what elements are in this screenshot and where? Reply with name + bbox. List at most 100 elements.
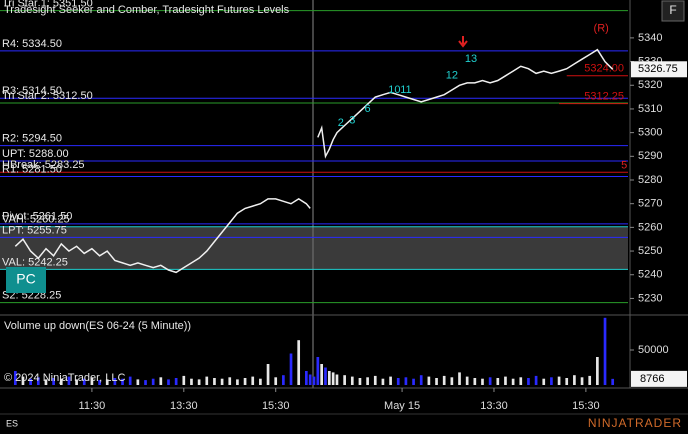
level-label: R2: 5294.50 [2,133,62,145]
volume-bar [596,357,599,385]
annotation: 2 [338,117,344,129]
volume-bar [335,374,339,385]
volume-bar [550,377,553,385]
y-tick-label: 5280 [638,174,662,186]
y-tick-label: 5260 [638,221,662,233]
annotation: 3 [349,115,355,127]
volume-bar [496,378,500,385]
y-tick-label: 5250 [638,245,662,257]
volume-bar [381,378,385,385]
arrow [458,36,468,48]
levels: Tri Star 1: 5351.50 R4: 5334.50 R3: 5314.5… [0,0,628,304]
volume-bar [324,367,327,385]
volume-bar [504,376,507,385]
volume-bar [98,380,101,385]
volume-bar [327,371,331,385]
volume-bar [121,378,124,385]
level-label: UPT: 5288.00 [2,148,69,160]
level-label: Tri Star 2: 5312.50 [2,90,93,102]
volume-bar [373,375,377,385]
y-tick-label: 5240 [638,269,662,281]
plot: 2 36 10 11 12 13 (R) 5 [13,22,627,385]
volume-bar [488,377,492,385]
volume-bar [603,317,607,385]
volume-bar [128,376,132,385]
volume-bar [174,378,178,385]
level-label: HBreak: 5283.25 [2,159,85,171]
volume-bar [213,378,216,385]
volume-y-tick-label: 50000 [638,344,669,356]
volume-bar [167,379,170,385]
volume-bar [67,376,71,385]
level-label: R3: 5314.50 [2,85,62,97]
volume-bar [13,371,17,385]
annotation: 10 [388,84,400,96]
volume-bar [442,375,446,385]
level-label: R4: 5334.50 [2,38,62,50]
level-label: R1: 5281.50 [2,163,62,175]
volume-bar [308,374,312,385]
y-tick-label: 5290 [638,150,662,162]
volume-bar [588,375,592,385]
annotation: 12 [446,70,458,82]
volume-bar [331,372,335,385]
level-label: Pivot: 5261.50 [2,211,72,223]
volume-bar [511,378,515,385]
x-tick-label: 13:30 [480,400,508,412]
last-price-box [631,61,687,78]
volume-bar [465,376,469,385]
volume-bar [573,375,576,385]
annotation: 13 [465,53,477,65]
volume-bar [297,340,301,385]
level-label: LPT: 5255.75 [2,224,67,236]
button[interactable] [661,0,685,22]
volume-bar [105,379,109,385]
last-volume-label: 8766 [640,373,664,385]
volume-bar [557,376,561,385]
volume-bar [350,376,354,385]
annotation: 11 [400,84,411,96]
y-tick-label: 5230 [638,292,662,304]
level-label: 5324.00 [584,63,624,75]
volume-bar [450,377,454,385]
logo: NINJATRADER [588,416,682,430]
copyright: © 2024 NinjaTrader, LLC [4,372,125,384]
volume-bar [427,376,431,385]
volume-bar [182,375,186,385]
volume-bar [412,378,415,385]
price-line [14,48,614,274]
volume-bar [251,376,255,385]
volume-bar [481,378,484,385]
volume-bar [136,379,140,385]
volume-bar [358,378,362,385]
value-area [0,226,628,270]
volume-bar [44,379,48,385]
axes: 5230524052505260527052805290530053105320… [79,32,687,412]
volume-bar [527,378,530,385]
volume-bar [534,375,538,385]
volume-bar [197,379,201,385]
badge-label: PC [16,271,35,287]
volume-bar [435,378,438,385]
volume-bar [580,377,584,385]
level-label: 5312.25 [584,91,624,103]
volume-bar [419,375,423,385]
x-tick-label: 11:30 [79,400,106,412]
volume-bar [75,379,78,385]
volume-bar [82,378,86,385]
volume-bar [565,378,569,385]
volume-bar [21,376,25,385]
volume-bar [144,380,147,385]
volume-bar [396,378,400,385]
volume-bar [259,378,262,385]
y-tick-label: 5300 [638,127,662,139]
volume-bar [343,375,346,385]
volume-bar [29,378,32,385]
volume-bar [519,377,523,385]
volume-bar [190,378,193,385]
y-tick-label: 5340 [638,32,662,44]
x-tick-label: 15:30 [262,400,290,412]
button-label[interactable]: F [669,3,676,17]
